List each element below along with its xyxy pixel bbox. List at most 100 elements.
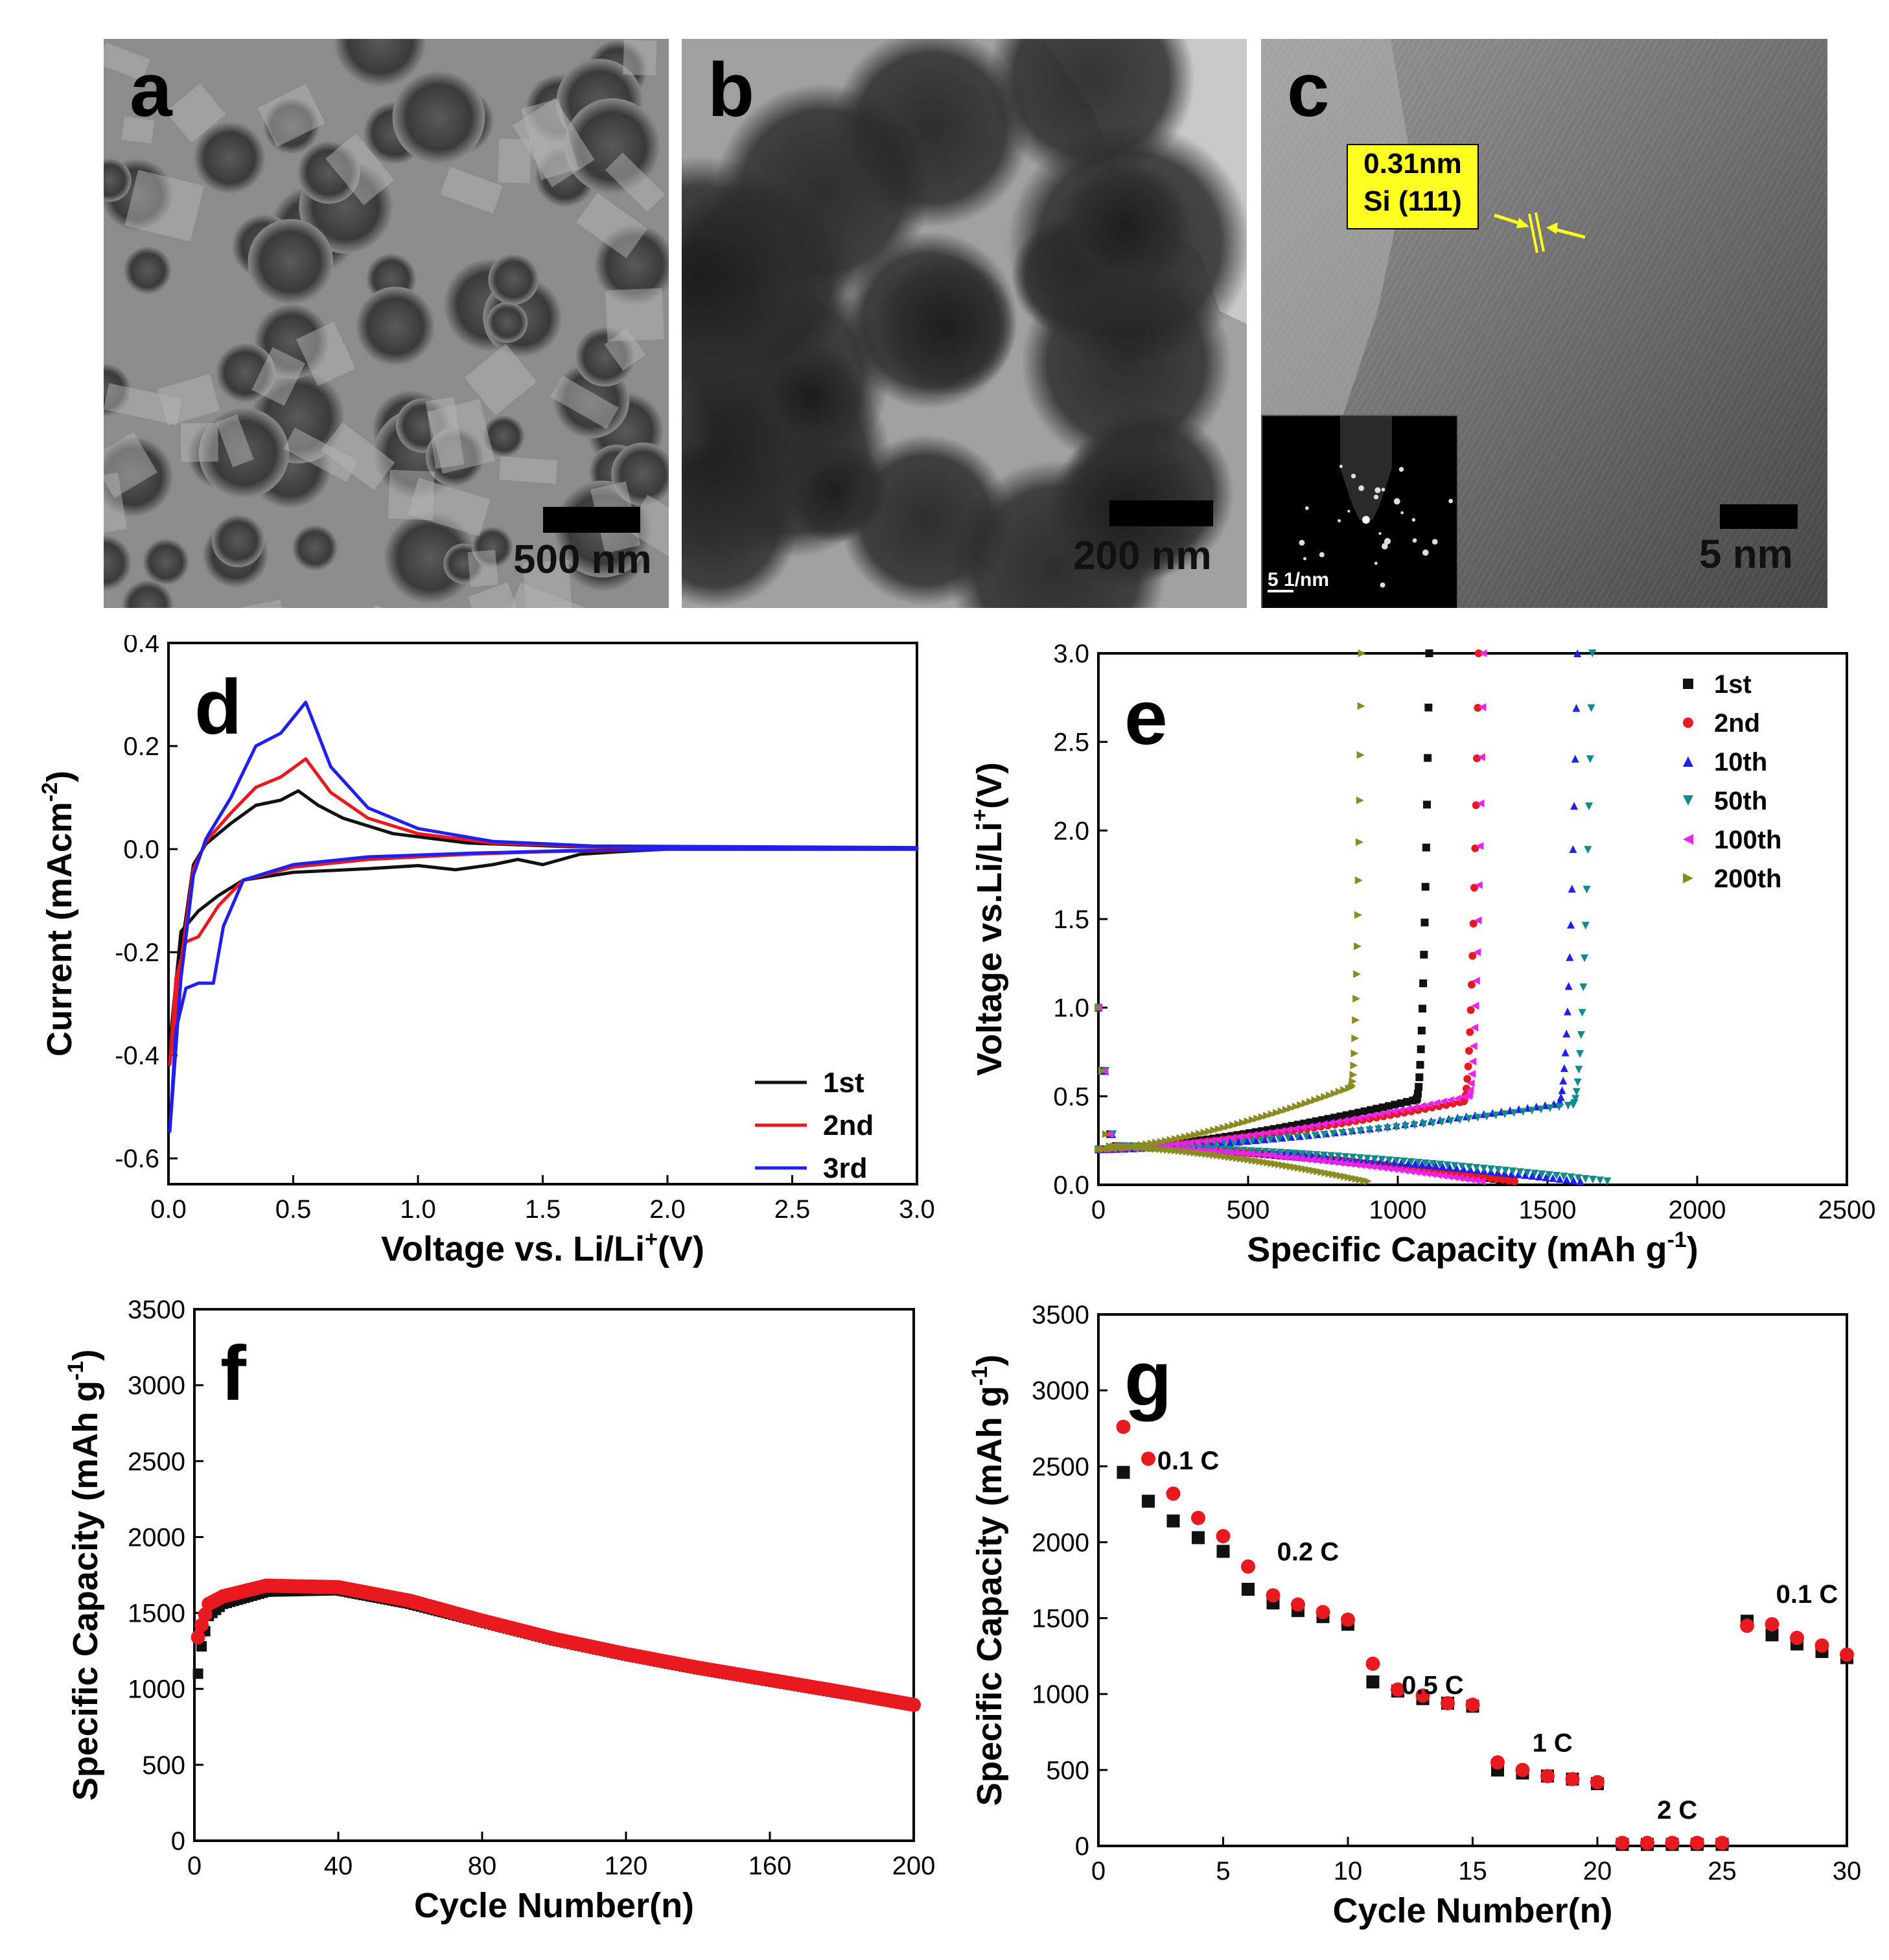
- y-tick-label: 1500: [1032, 1605, 1089, 1633]
- data-point-50th: [1573, 1078, 1582, 1086]
- data-point-50th: [1574, 1174, 1582, 1182]
- data-point-100th: [1341, 1159, 1349, 1167]
- data-point-200th: [1200, 1128, 1209, 1137]
- diffraction-spot: [1299, 539, 1305, 546]
- y-tick-label: 0.0: [1053, 1171, 1089, 1200]
- data-point-200th: [1315, 1094, 1324, 1102]
- diffraction-spot: [1412, 538, 1417, 543]
- y-tick-label: 0: [171, 1827, 185, 1856]
- data-point-100th: [1172, 1140, 1180, 1149]
- data-point-charge: [1366, 1675, 1380, 1688]
- data-point-200th: [1181, 1133, 1189, 1141]
- data-point-100th: [1297, 1154, 1305, 1163]
- data-point-50th: [1247, 1147, 1255, 1155]
- data-point-50th: [1582, 885, 1591, 894]
- y-tick-label: 3500: [128, 1296, 185, 1324]
- data-point-200th: [1263, 1112, 1271, 1120]
- data-point-discharge: [1216, 1529, 1231, 1544]
- data-point-200th: [1157, 1138, 1165, 1146]
- data-point-50th: [1312, 1150, 1321, 1159]
- rate-annotation: 1 C: [1533, 1729, 1573, 1758]
- data-point-50th: [1392, 1123, 1400, 1132]
- data-point-100th: [1225, 1148, 1234, 1156]
- legend-label: 10th: [1714, 748, 1767, 776]
- data-point-100th: [1453, 1094, 1461, 1102]
- diffraction-spot: [1378, 531, 1382, 535]
- data-point-200th: [1301, 1099, 1310, 1108]
- data-point-50th: [1523, 1169, 1531, 1177]
- plot-frame: [1097, 1313, 1848, 1847]
- data-point-200th: [1354, 876, 1363, 885]
- diffraction-spot: [1374, 561, 1378, 565]
- y-axis-label-sup: +: [968, 809, 992, 822]
- data-point-2nd: [1474, 649, 1483, 657]
- y-tick-label: 0.4: [123, 635, 159, 658]
- data-point-50th: [1450, 1161, 1459, 1170]
- data-point-50th: [1588, 1176, 1597, 1184]
- data-point-1st: [1330, 1114, 1339, 1122]
- y-tick-label: 2500: [1032, 1452, 1089, 1481]
- data-point-50th: [1371, 1155, 1379, 1163]
- y-axis-label-tail: ): [66, 1349, 105, 1361]
- data-point-50th: [1546, 1104, 1554, 1112]
- data-point-1st: [1385, 1102, 1393, 1110]
- y-tick-label: 3.0: [1053, 640, 1089, 668]
- data-point-2nd: [1466, 1006, 1475, 1014]
- data-point-10th: [1573, 649, 1582, 657]
- data-point-50th: [1581, 922, 1590, 930]
- y-tick-label: -0.4: [115, 1042, 159, 1070]
- data-point-100th: [1354, 1114, 1363, 1122]
- x-axis-label-main: Cycle Number(n): [1332, 1891, 1612, 1930]
- data-point-discharge: [1365, 1656, 1380, 1671]
- pore-particle: [356, 286, 435, 366]
- data-point-100th: [1373, 1163, 1382, 1171]
- data-point-50th: [1320, 1130, 1328, 1139]
- data-point-50th: [1319, 1151, 1328, 1160]
- data-point-2nd: [1468, 951, 1477, 960]
- sheet-fragment: [104, 42, 150, 81]
- sheet-fragment: [550, 375, 619, 429]
- data-point-100th: [1411, 1168, 1420, 1176]
- diffraction-spot: [1448, 498, 1454, 504]
- data-point-charge: [1166, 1514, 1180, 1528]
- data-point-10th: [1563, 1007, 1571, 1016]
- data-point-200th: [1095, 1145, 1102, 1154]
- data-point-100th: [1270, 1128, 1279, 1136]
- chart-g-rate-capability: 0 5 10 15 20 25 30 0 500 1000 1500 2000 2500 3000 3500…: [968, 1301, 1861, 1930]
- sheet-fragment: [388, 469, 435, 520]
- data-point-50th: [1577, 1031, 1585, 1039]
- data-point-1st: [1373, 1104, 1381, 1113]
- data-point-200th: [1356, 751, 1365, 759]
- data-point-50th: [1596, 1176, 1605, 1185]
- data-point-200th: [1095, 1003, 1102, 1012]
- data-point-10th: [1559, 1077, 1568, 1085]
- panel-b-tem-image: b 200 nm: [682, 39, 1247, 608]
- data-point-50th: [1567, 1173, 1575, 1182]
- particle-cluster: [756, 343, 864, 451]
- data-point-50th: [1276, 1149, 1284, 1157]
- data-point-50th: [1492, 1111, 1500, 1119]
- data-point-1st: [1349, 1110, 1357, 1118]
- sheet-fragment: [511, 582, 583, 608]
- data-point-200th: [1340, 1086, 1349, 1094]
- data-point-200th: [1355, 838, 1363, 846]
- x-tick-label: 0.0: [150, 1195, 187, 1224]
- x-tick-label: 3.0: [899, 1195, 935, 1224]
- data-point-100th: [1376, 1110, 1384, 1118]
- y-tick-label: 3500: [1032, 1301, 1089, 1329]
- x-axis-label-tail: ): [1687, 1230, 1698, 1269]
- data-point-100th: [1477, 753, 1485, 762]
- sheet-fragment: [124, 170, 204, 242]
- y-tick-label: 2.0: [1053, 817, 1089, 845]
- data-point-10th: [1572, 704, 1581, 712]
- y-tick-label: 2500: [128, 1447, 185, 1476]
- data-point-100th: [1347, 1115, 1356, 1123]
- data-point-1st: [1396, 1099, 1405, 1108]
- data-point-50th: [1579, 983, 1588, 992]
- data-point-100th: [1312, 1121, 1321, 1130]
- panel-a-sem-image: a 500 nm: [104, 39, 669, 608]
- legend-marker: [1683, 795, 1693, 806]
- data-point-50th: [1410, 1121, 1419, 1130]
- sheet-fragment: [605, 152, 665, 212]
- panel-c-label: c: [1287, 47, 1330, 133]
